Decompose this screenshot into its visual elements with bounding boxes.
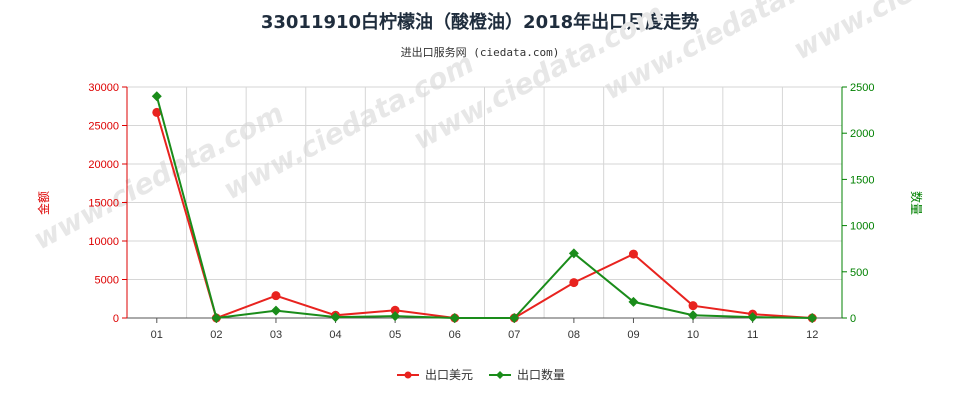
y-right-axis-title: 数量 [909, 191, 924, 215]
data-point-diamond [509, 313, 520, 323]
x-tick-label: 08 [568, 329, 580, 341]
legend-label: 出口数量 [517, 367, 565, 382]
data-point-circle [390, 305, 400, 315]
y-left-tick-label: 20000 [88, 159, 119, 171]
data-point-diamond [211, 313, 222, 323]
series-layer [151, 91, 818, 323]
x-tick-label: 09 [627, 329, 639, 341]
x-tick-label: 03 [270, 329, 282, 341]
y-left-tick-label: 15000 [88, 198, 119, 210]
chart-title: 33011910白柠檬油（酸橙油）2018年出口月度走势 [260, 12, 700, 33]
y-right-tick-label: 2500 [850, 82, 874, 94]
y-right-tick-label: 500 [850, 267, 868, 279]
y-left-tick-label: 10000 [88, 236, 119, 248]
data-point-diamond [330, 312, 341, 323]
x-tick-label: 11 [747, 329, 758, 341]
data-point-circle [569, 278, 579, 288]
legend: 出口美元 出口数量 [397, 367, 565, 382]
y-right-tick-label: 0 [850, 313, 856, 325]
data-point-diamond [747, 312, 758, 323]
data-point-diamond [449, 313, 460, 323]
x-tick-label: 04 [329, 329, 341, 341]
x-tick-label: 10 [687, 329, 699, 341]
data-point-diamond [151, 91, 162, 102]
y-right-tick-label: 2000 [850, 128, 874, 140]
watermark-layer: www.ciedata.comwww.ciedata.comwww.ciedat… [28, 0, 960, 256]
x-tick-label: 07 [508, 329, 520, 341]
chart-subtitle: 进出口服务网 (ciedata.com) [400, 46, 560, 59]
series-line [155, 95, 813, 320]
legend-label: 出口美元 [425, 368, 473, 382]
y-left-axis-title: 金额 [36, 191, 51, 215]
x-tick-label: 06 [449, 329, 461, 341]
data-point-circle [688, 301, 698, 311]
y-left-tick-label: 5000 [95, 275, 119, 287]
data-point-diamond [390, 311, 401, 322]
y-right-tick-label: 1500 [850, 174, 874, 186]
x-tick-label: 12 [806, 329, 818, 341]
y-right-tick-label: 1000 [850, 221, 874, 233]
x-tick-label: 05 [389, 329, 401, 341]
data-point-circle [152, 107, 162, 117]
x-tick-label: 02 [210, 329, 222, 341]
data-point-circle [628, 249, 638, 259]
legend-swatch-marker [496, 371, 504, 379]
legend-swatch-marker [404, 371, 412, 379]
watermark-text: www.ciedata.com [788, 0, 960, 66]
y-left-tick-label: 0 [113, 313, 119, 325]
data-point-diamond [807, 313, 818, 323]
data-point-diamond [628, 296, 639, 307]
data-point-diamond [688, 310, 699, 321]
y-left-tick-label: 25000 [88, 121, 119, 133]
data-point-circle [271, 291, 281, 301]
data-point-diamond [568, 248, 579, 259]
x-tick-label: 01 [151, 329, 163, 341]
data-point-diamond [270, 305, 281, 316]
y-left-tick-label: 30000 [88, 82, 119, 94]
